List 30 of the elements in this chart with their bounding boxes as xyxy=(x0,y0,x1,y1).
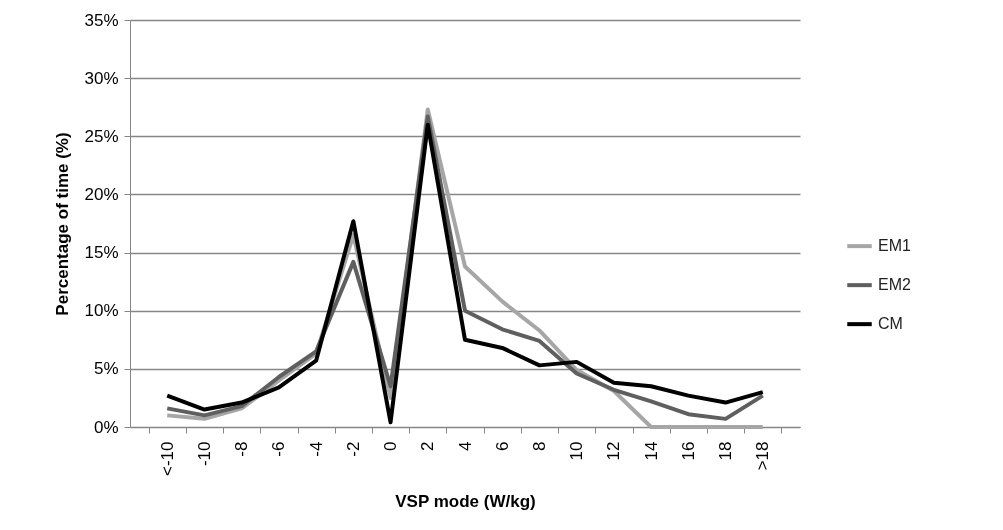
x-tick-label: -8 xyxy=(232,441,252,457)
x-tick-label: -6 xyxy=(269,441,289,457)
x-tick-label: 12 xyxy=(604,441,624,461)
y-axis-title: Percentage of time (%) xyxy=(53,132,73,316)
x-tick-label: 6 xyxy=(492,441,512,451)
y-tick-label: 0% xyxy=(93,417,119,437)
legend-label: CM xyxy=(878,315,903,333)
y-tick-label: 35% xyxy=(84,10,119,30)
x-tick-label: 0 xyxy=(381,441,401,451)
x-tick-label: 14 xyxy=(641,441,661,461)
y-tick-label: 20% xyxy=(84,184,119,204)
x-tick-label: 16 xyxy=(678,441,698,461)
x-tick-label: -10 xyxy=(194,441,214,467)
y-tick-label: 5% xyxy=(93,359,119,379)
x-tick-label: 2 xyxy=(418,441,438,451)
x-tick-label: 8 xyxy=(529,441,549,451)
x-axis-title: VSP mode (W/kg) xyxy=(395,492,536,511)
legend-label: EM1 xyxy=(878,237,911,255)
y-tick-label: 25% xyxy=(84,126,119,146)
x-tick-label: 4 xyxy=(455,441,475,451)
y-tick-label: 30% xyxy=(84,68,119,88)
x-tick-label: 18 xyxy=(716,441,736,461)
y-tick-label: 15% xyxy=(84,243,119,263)
x-tick-label: 10 xyxy=(567,441,587,461)
x-tick-label: -4 xyxy=(306,441,326,457)
y-tick-label: 10% xyxy=(84,301,119,321)
x-tick-label: <-10 xyxy=(157,441,177,476)
x-tick-label: >18 xyxy=(753,441,773,471)
x-tick-label: -2 xyxy=(343,441,363,457)
legend-label: EM2 xyxy=(878,276,911,294)
